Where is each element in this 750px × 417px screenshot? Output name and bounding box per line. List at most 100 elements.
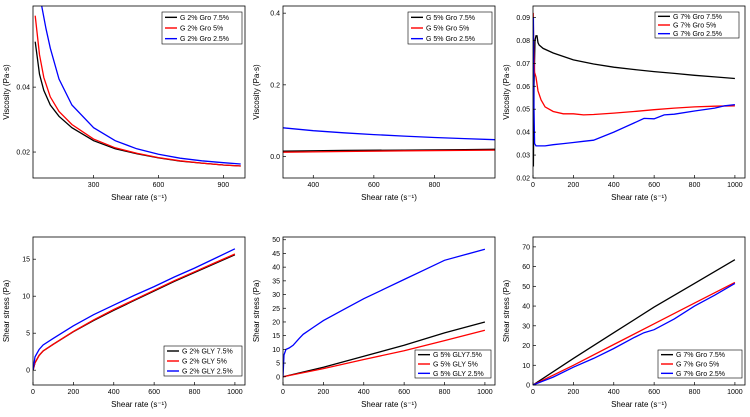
plot-frame [32,236,246,386]
legend-entry: G 2% Gro 2.5% [180,36,229,43]
y-tick-label: 20 [272,319,280,326]
y-tick-label: 0 [526,383,530,390]
legend-entry: G 2% Gro 5% [180,26,223,33]
x-tick-label: 800 [439,389,451,396]
series-line-2 [533,12,735,116]
series-line-2 [283,329,486,378]
legend-entry: G 7% Gro 7.5% [673,14,722,21]
x-tick-label: 400 [108,389,120,396]
x-tick-label: 1000 [227,389,243,396]
chart-panel-5: 0 200 400 600 800 1000 0 5 10 15 20 25 30 35 40 45 50 She… [252,236,496,409]
y-tick-label: 45 [272,251,280,258]
legend-entry: G 2% GLY 5% [182,359,227,366]
y-tick-label: 0.02 [16,150,30,157]
legend-entry: G 2% GLY 2.5% [182,369,233,376]
y-tick-label: 5 [276,361,280,368]
x-tick-label: 200 [568,182,580,189]
series-line-1 [34,41,241,167]
y-tick-label: 0 [276,374,280,381]
x-tick-label: 200 [318,389,330,396]
y-tick-label: 0.0 [270,154,280,161]
series-line-1 [283,148,495,152]
y-tick-label: 40 [272,265,280,272]
x-tick-label: 0 [531,389,535,396]
x-tick-label: 800 [689,182,701,189]
plot-frame [532,236,746,386]
y-tick-label: 60 [522,264,530,271]
y-axis-label: Shear stress (Pa) [502,280,511,343]
plot-frame [532,5,746,179]
legend: G 7% Gro 7.5%G 7% Gro 5%G 7% Gro 2.5% [657,349,743,379]
legend-entry: G 5% Gro 5% [426,26,469,33]
y-tick-label: 35 [272,278,280,285]
x-axis-label: Shear rate (s⁻¹) [111,400,167,409]
series-line-1 [533,35,735,167]
plot-frame [32,5,246,179]
legend: G 5% GLY7.5% G 5% GLY 5% G 5% GLY 2.5% [414,349,492,379]
x-tick-label: 600 [153,182,165,189]
legend-entry: G 7% Gro 2.5% [676,371,725,378]
x-axis-label: Shear rate (s⁻¹) [361,193,417,202]
x-axis-label: Shear rate (s⁻¹) [111,193,167,202]
chart-panel-6: 0 200 400 600 800 1000 0 10 20 30 40 50 60 70 Shear ra… [502,236,746,409]
y-tick-label: 0.04 [16,85,30,92]
x-tick-label: 600 [368,182,380,189]
x-tick-label: 600 [148,389,160,396]
legend-entry: G 5% Gro 7.5% [426,15,475,22]
legend: G 5% Gro 7.5% G 5% Gro 5% G 5% Gro 2.5% [407,11,493,45]
y-tick-label: 0.08 [516,38,530,45]
y-axis-label: Shear stress (Pa) [2,280,11,343]
legend-entry: G 2% Gro 7.5% [180,15,229,22]
y-tick-label: 30 [522,323,530,330]
plot-frame [282,236,496,386]
y-tick-label: 0.04 [516,130,530,137]
legend: G 7% Gro 7.5% G 7% Gro 5%G 7% Gro 2.5% [654,11,740,39]
series-line-3 [33,248,236,371]
chart-panel-2: 400 600 800 0.0 0.2 0.4 Shear rate (s⁻¹) Viscos… [252,5,496,202]
y-tick-label: 0.07 [516,61,530,68]
series-line-3 [283,248,486,377]
y-tick-label: 10 [272,347,280,354]
x-tick-label: 1000 [727,389,743,396]
legend-entry: G 5% GLY7.5% [433,352,482,359]
y-axis-label: Viscosity (Pa·s) [2,64,11,120]
y-tick-label: 0 [26,368,30,375]
chart-panel-3: 0 200 400 600 800 1000 0.02 0.03 0.04 0.05 0.06 0.0… [502,5,746,202]
y-tick-label: 5 [26,331,30,338]
x-tick-label: 0 [31,389,35,396]
x-tick-label: 400 [307,182,319,189]
legend-entry: G 5% Gro 2.5% [426,36,475,43]
y-tick-label: 40 [522,304,530,311]
x-tick-label: 0 [531,182,535,189]
x-tick-label: 200 [568,389,580,396]
series-line-1 [283,321,486,378]
legend: G 2% Gro 7.5% G 2% Gro 5% G 2% Gro 2.5% [161,11,243,45]
series-line-2 [533,281,736,385]
x-tick-label: 900 [218,182,230,189]
y-axis-label: Shear stress (Pa) [252,280,261,343]
x-tick-label: 600 [648,389,660,396]
y-tick-label: 0.05 [516,107,530,114]
series-line-3 [533,282,736,385]
x-axis-label: Shear rate (s⁻¹) [361,400,417,409]
y-tick-label: 10 [522,363,530,370]
y-tick-label: 0.06 [516,84,530,91]
x-tick-label: 300 [88,182,100,189]
legend-entry: G 7% Gro 5% [676,362,719,369]
legend-entry: G 7% Gro 2.5% [673,31,722,38]
x-tick-label: 600 [398,389,410,396]
y-axis-label: Viscosity (Pa·s) [502,64,511,120]
x-tick-label: 0 [281,389,285,396]
x-axis-label: Shear rate (s⁻¹) [611,193,667,202]
series-line-2 [34,15,241,167]
y-tick-label: 30 [272,292,280,299]
y-tick-label: 0.4 [270,11,280,18]
chart-panel-4: 0 200 400 600 800 1000 0 5 10 15 Shear rate (s⁻¹) S… [2,236,246,409]
y-tick-label: 0.03 [516,153,530,160]
legend-entry: G 7% Gro 5% [673,23,716,30]
x-tick-label: 400 [358,389,370,396]
y-tick-label: 20 [522,343,530,350]
legend-entry: G 2% GLY 7.5% [182,349,233,356]
chart-panel-1: 300 600 900 0.02 0.04 Shear rate (s⁻¹) Viscosi… [2,5,246,202]
